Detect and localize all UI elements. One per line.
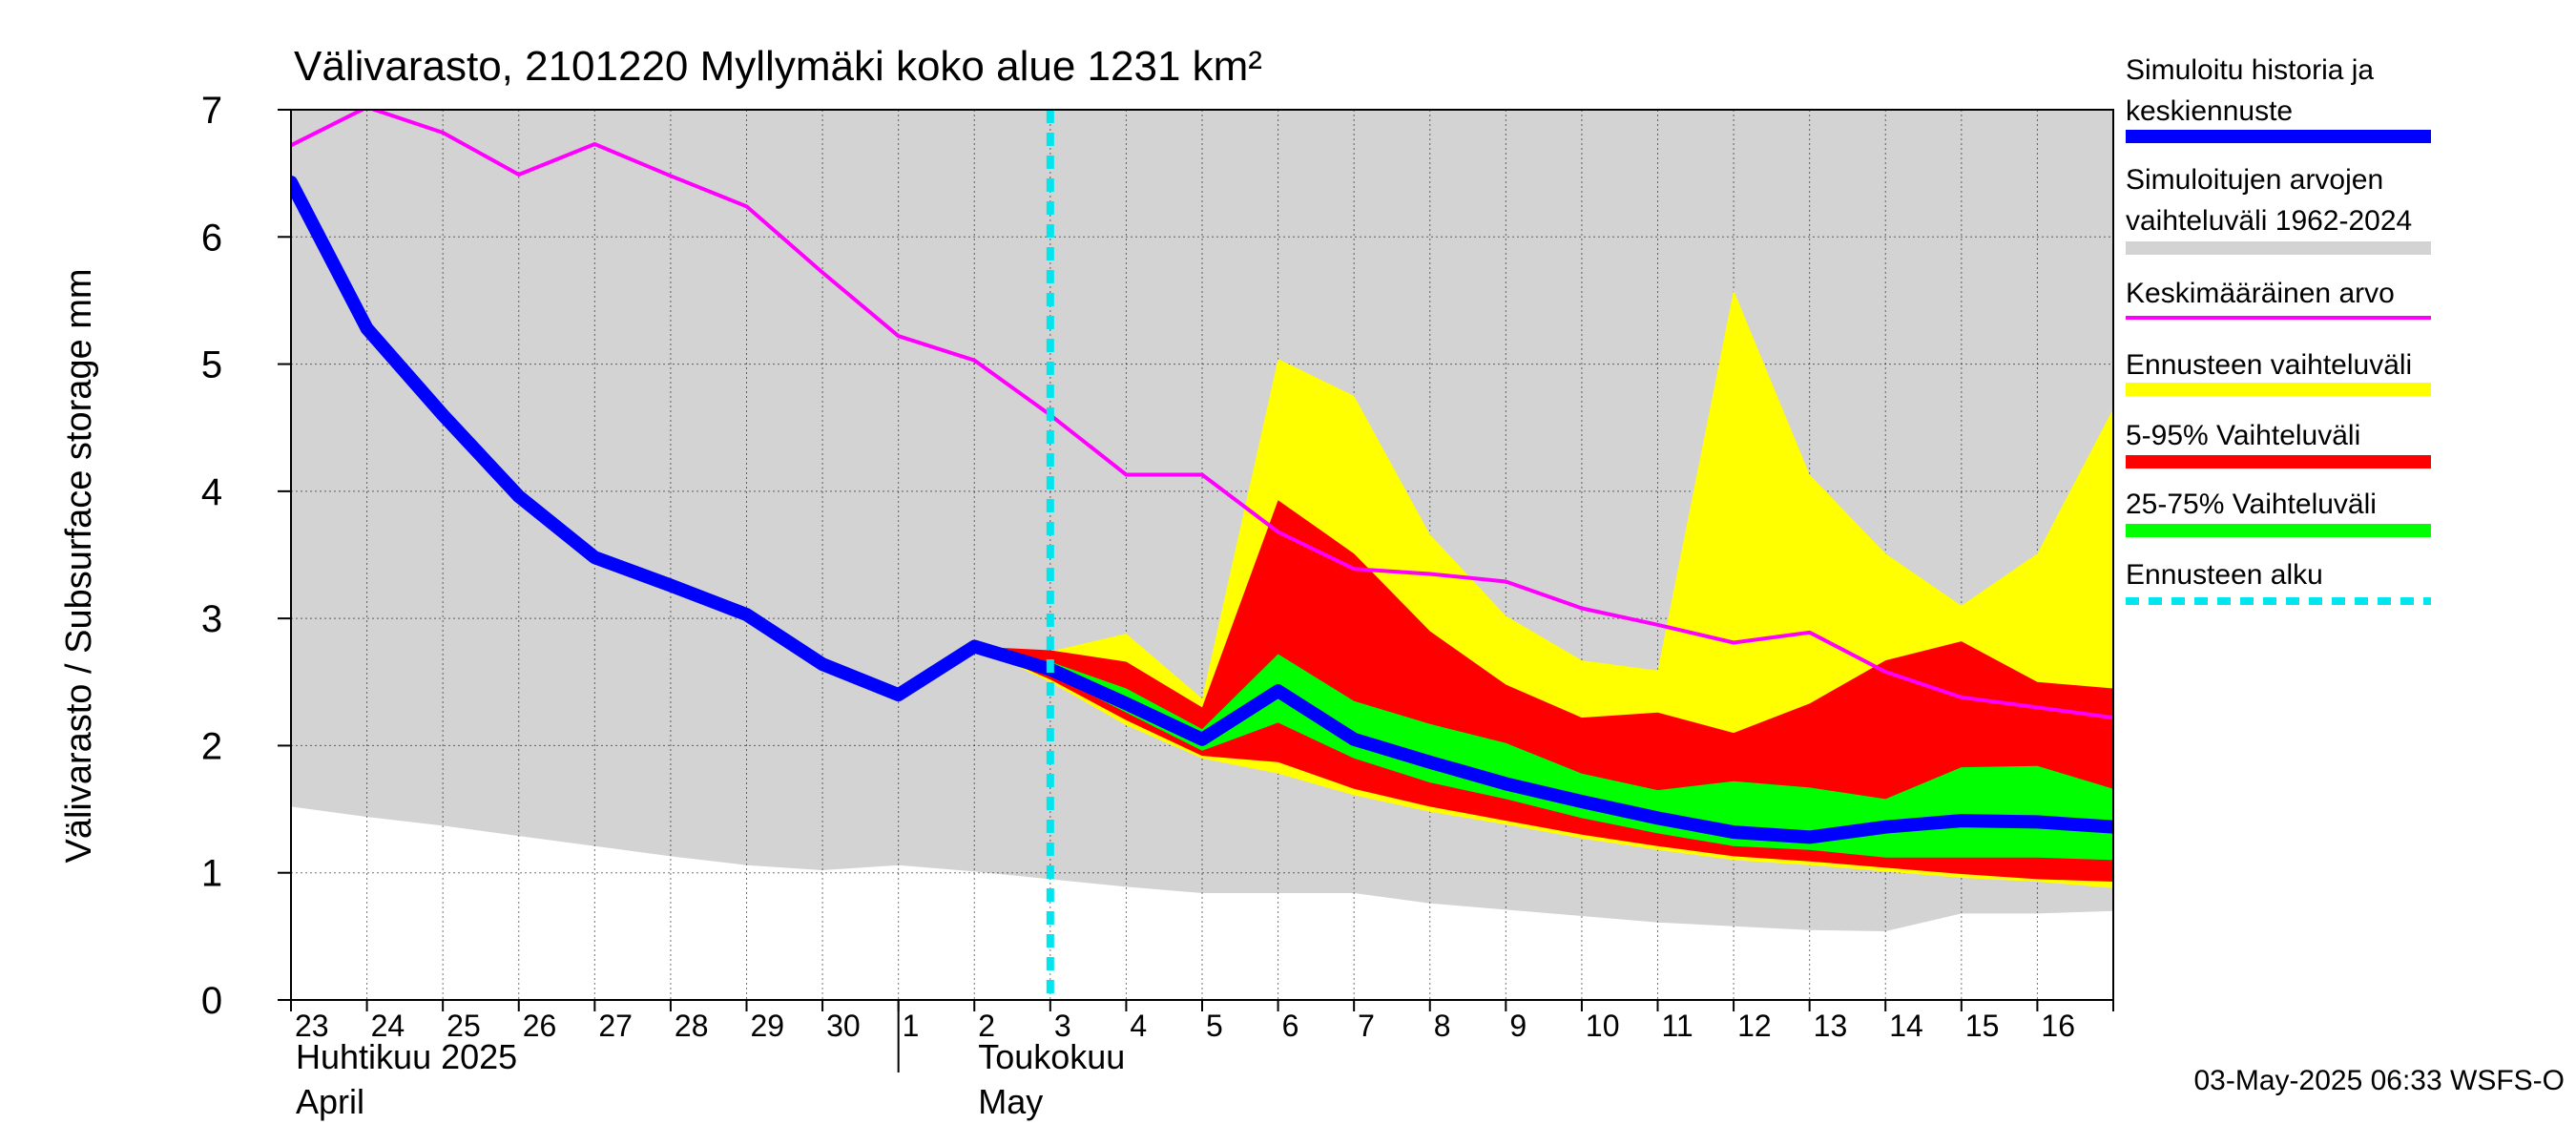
x-tick-label: 10 — [1586, 1009, 1620, 1043]
p5-95-band — [974, 500, 2113, 882]
legend-label: Keskimääräinen arvo — [2126, 278, 2395, 309]
plot-area — [291, 110, 2113, 1000]
legend-label: 25-75% Vaihteluväli — [2126, 489, 2377, 520]
y-tick-label: 5 — [201, 344, 222, 386]
average-value-line — [291, 110, 2113, 720]
x-tick-label: 24 — [371, 1009, 405, 1043]
legend-entry: 25-75% Vaihteluväli — [2126, 489, 2431, 537]
legend-label: Ennusteen vaihteluväli — [2126, 349, 2412, 381]
x-tick-label: 15 — [1965, 1009, 2000, 1043]
x-tick-label: 29 — [751, 1009, 785, 1043]
legend-entry: Simuloitujen arvojen vaihteluväli 1962-20… — [2126, 164, 2431, 255]
x-tick-label: 23 — [295, 1009, 329, 1043]
legend-entry: Simuloitu historia ja keskiennuste — [2126, 54, 2431, 143]
x-tick-label: 28 — [675, 1009, 709, 1043]
y-tick-label: 1 — [201, 853, 222, 895]
x-tick-label: 14 — [1889, 1009, 1923, 1043]
x-tick-label: 3 — [1054, 1009, 1071, 1043]
y-axis-label: Välivarasto / Subsurface storage mm — [59, 268, 99, 863]
x-tick-label: 16 — [2041, 1009, 2075, 1043]
y-tick-label: 0 — [201, 980, 222, 1022]
month-label: May — [978, 1082, 1043, 1121]
x-tick-label: 1 — [903, 1009, 920, 1043]
legend-entry: Ennusteen alku — [2126, 559, 2431, 605]
x-tick-label: 2 — [978, 1009, 995, 1043]
month-label: Huhtikuu 2025 — [296, 1037, 517, 1076]
x-tick-label: 5 — [1206, 1009, 1223, 1043]
y-tick-label: 3 — [201, 598, 222, 640]
legend: Simuloitu historia ja keskiennuste Simuloi… — [2126, 54, 2431, 605]
x-tick-label: 7 — [1358, 1009, 1375, 1043]
x-tick-label: 12 — [1737, 1009, 1772, 1043]
x-tick-label: 30 — [826, 1009, 861, 1043]
x-tick-label: 26 — [523, 1009, 557, 1043]
x-tick-label: 25 — [447, 1009, 481, 1043]
simulated-mean-line — [291, 176, 2113, 844]
x-tick-label: 4 — [1130, 1009, 1147, 1043]
legend-label: Simuloitu historia ja keskiennuste — [2126, 54, 2374, 127]
legend-entry: Ennusteen vaihteluväli — [2126, 349, 2431, 396]
x-tick-label: 13 — [1814, 1009, 1848, 1043]
month-label: April — [296, 1082, 364, 1121]
y-tick-label: 7 — [201, 90, 222, 132]
legend-label: Simuloitujen arvojen vaihteluväli 1962-20… — [2126, 164, 2412, 237]
legend-label: 5-95% Vaihteluväli — [2126, 420, 2360, 451]
timestamp-footer: 03-May-2025 06:33 WSFS-O — [2194, 1065, 2566, 1096]
x-tick-label: 6 — [1282, 1009, 1299, 1043]
chart-title: Välivarasto, 2101220 Myllymäki koko alue… — [294, 43, 1262, 90]
legend-entry: Keskimääräinen arvo — [2126, 278, 2431, 320]
y-tick-label: 6 — [201, 217, 222, 259]
y-tick-label: 4 — [201, 471, 222, 513]
x-tick-label: 27 — [598, 1009, 633, 1043]
legend-entry: 5-95% Vaihteluväli — [2126, 420, 2431, 468]
legend-label: Ennusteen alku — [2126, 559, 2323, 591]
x-tick-label: 9 — [1509, 1009, 1527, 1043]
month-label: Toukokuu — [978, 1037, 1125, 1076]
x-tick-label: 8 — [1434, 1009, 1451, 1043]
x-tick-label: 11 — [1662, 1009, 1693, 1043]
y-tick-label: 2 — [201, 725, 222, 767]
